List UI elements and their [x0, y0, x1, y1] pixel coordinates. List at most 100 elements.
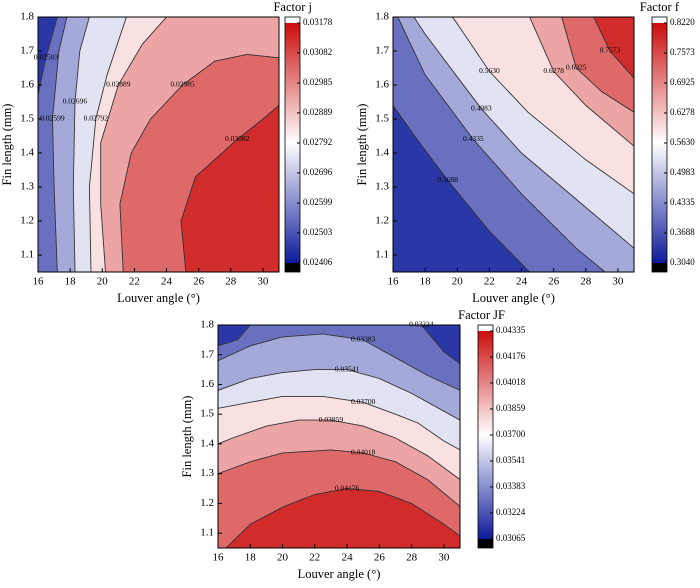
contour-line — [38, 17, 58, 96]
x-axis-label: Louver angle (°) — [117, 291, 200, 305]
contour-line — [529, 17, 634, 147]
colorbar-tick-label: 0.03700 — [496, 429, 526, 439]
plot-area — [218, 325, 460, 548]
colorbar-tick-label: 0.6925 — [670, 77, 695, 87]
contour-line — [218, 333, 460, 391]
x-tick-label: 18 — [65, 276, 77, 288]
colorbar-tick-label: 0.02792 — [303, 137, 332, 147]
x-tick-label: 30 — [257, 276, 269, 288]
colorbar-tick-label: 0.03383 — [496, 481, 526, 491]
contour-line — [119, 53, 279, 272]
colorbar-title: Factor JF — [458, 308, 505, 322]
colorbar-tick-label: 0.5630 — [670, 137, 695, 147]
y-tick-label: 1.7 — [200, 348, 214, 360]
x-axis-label: Louver angle (°) — [298, 567, 381, 581]
y-tick-label: 1.4 — [20, 147, 34, 159]
plot-frame — [37, 16, 280, 273]
contour-line — [393, 105, 530, 272]
y-tick-label: 1.8 — [200, 319, 214, 331]
y-axis-label: Fin length (mm) — [0, 104, 14, 186]
colorbar-tick-label: 0.04018 — [496, 377, 526, 387]
contour-line — [452, 17, 634, 195]
x-tick-label: 20 — [277, 552, 289, 564]
x-tick-label: 24 — [161, 276, 173, 288]
colorbar-tick-label: 0.02503 — [303, 227, 333, 237]
colorbar-over — [478, 325, 493, 331]
colorbar-tick-label: 0.02599 — [303, 197, 333, 207]
contour-label: 0.03224 — [409, 320, 434, 329]
x-tick-label: 22 — [309, 552, 320, 564]
y-tick-label: 1.4 — [375, 147, 389, 159]
colorbar-tick-label: 0.03859 — [496, 403, 526, 413]
contour-line — [180, 105, 279, 272]
contour-label: 0.02696 — [63, 97, 88, 106]
contour-label: 0.04018 — [351, 448, 376, 457]
contour-label: 0.3688 — [437, 175, 458, 184]
x-tick-label: 20 — [97, 276, 109, 288]
contour-label: 0.02792 — [84, 114, 109, 123]
y-tick-label: 1.1 — [200, 527, 214, 539]
colorbar-title: Factor j — [273, 0, 312, 14]
x-tick-label: 26 — [193, 276, 205, 288]
contour-label: 0.7573 — [600, 46, 621, 55]
contour-line — [218, 449, 460, 507]
colorbar-under — [652, 263, 667, 272]
y-tick-label: 1.6 — [20, 79, 34, 91]
contour-label: 0.03082 — [225, 134, 250, 143]
contour-label: 0.6925 — [566, 63, 587, 72]
colorbar-frame — [477, 324, 494, 549]
x-tick-label: 18 — [245, 552, 257, 564]
contour-label: 0.5630 — [479, 66, 500, 75]
y-tick-label: 1.3 — [200, 467, 214, 479]
contour-label: 0.02503 — [34, 53, 59, 62]
contour-line — [593, 17, 634, 79]
contour-line — [218, 419, 460, 480]
y-tick-label: 1.7 — [375, 45, 389, 57]
colorbar — [478, 331, 493, 539]
contour-label: 0.03383 — [351, 335, 376, 344]
colorbar-tick-label: 0.4983 — [670, 167, 695, 177]
x-tick-label: 26 — [374, 552, 386, 564]
y-tick-label: 1.1 — [375, 249, 389, 261]
colorbar-under — [478, 539, 493, 548]
colorbar-tick-label: 0.04176 — [496, 351, 526, 361]
colorbar-tick-label: 0.02889 — [303, 107, 333, 117]
y-tick-label: 1.4 — [200, 437, 214, 449]
colorbar — [285, 23, 300, 263]
y-tick-label: 1.5 — [200, 408, 214, 420]
contour-line — [100, 17, 167, 272]
x-tick-label: 24 — [516, 276, 528, 288]
plot-area — [393, 17, 634, 272]
colorbar-title: Factor f — [640, 0, 680, 14]
contour-line — [52, 17, 68, 272]
contour-label: 0.4983 — [471, 104, 492, 113]
y-tick-label: 1.5 — [375, 113, 389, 125]
contour-label: 0.4335 — [463, 134, 484, 143]
plot-frame — [392, 16, 635, 273]
y-tick-label: 1.2 — [20, 215, 34, 227]
x-tick-label: 16 — [388, 276, 400, 288]
contour-line — [225, 488, 460, 548]
y-tick-label: 1.5 — [20, 113, 34, 125]
contour-line — [88, 17, 127, 272]
panel: 0.02503 0.02599 0.02696 0.02792 0.02889 0.029… — [0, 0, 333, 305]
x-tick-label: 28 — [406, 552, 418, 564]
colorbar-tick-label: 0.03082 — [303, 47, 332, 57]
contour-label: 0.03859 — [319, 415, 344, 424]
x-tick-label: 28 — [225, 276, 237, 288]
plot-area — [38, 17, 279, 272]
colorbar-tick-label: 0.02985 — [303, 77, 333, 87]
contour-line — [218, 395, 460, 451]
contour-label: 0.04176 — [335, 483, 360, 492]
contour-label: 0.03700 — [351, 397, 376, 406]
y-tick-label: 1.6 — [200, 378, 214, 390]
y-tick-label: 1.3 — [20, 181, 34, 193]
contour-label: 0.02985 — [170, 80, 195, 89]
colorbar-under — [285, 263, 300, 272]
y-tick-label: 1.1 — [20, 249, 34, 261]
colorbar-tick-label: 0.7573 — [670, 47, 695, 57]
y-tick-label: 1.2 — [200, 497, 214, 509]
colorbar-over — [652, 17, 667, 23]
